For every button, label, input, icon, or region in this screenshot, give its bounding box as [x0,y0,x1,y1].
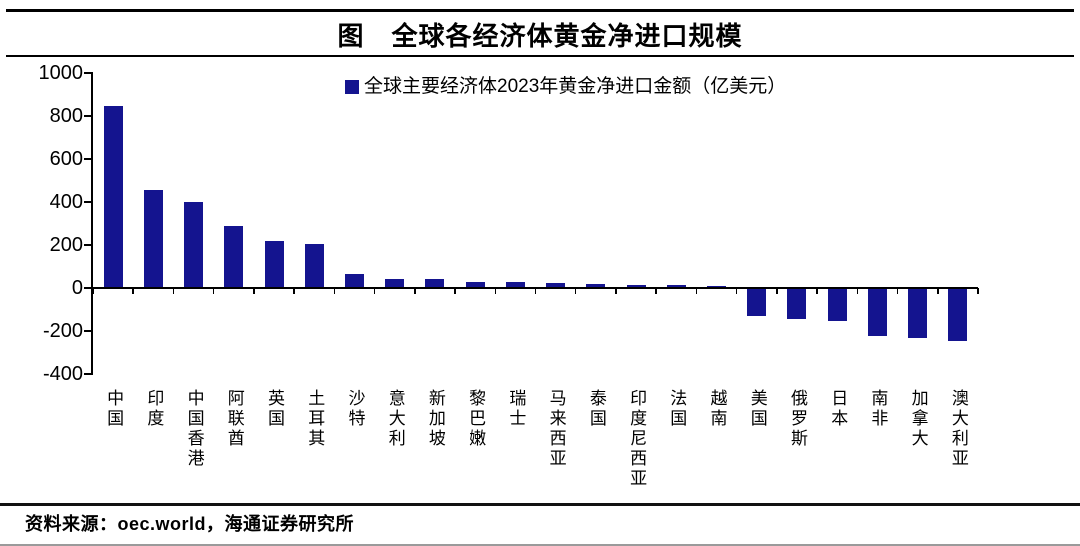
x-tick-label: 澳大利亚 [948,389,968,469]
x-tick-label: 中国 [104,389,124,429]
x-axis-line [93,287,978,289]
x-tick-label: 沙特 [345,389,365,429]
x-tick-label: 越南 [707,389,727,429]
x-tick-mark [735,288,738,294]
y-tick-mark [84,330,93,332]
bar [948,289,968,341]
y-tick-label: 1000 [38,62,84,84]
legend-label: 全球主要经济体2023年黄金净进口金额（亿美元） [364,76,787,97]
x-tick-mark [776,288,778,294]
bar [546,283,566,288]
y-tick-mark [84,72,93,74]
y-tick-mark [84,287,93,289]
x-tick-mark [333,288,336,294]
x-tick-mark [92,288,94,294]
bar [827,289,847,321]
bar [103,106,123,288]
y-tick-mark [84,373,93,375]
y-tick-mark [84,201,93,203]
y-axis-line [91,73,93,375]
x-tick-label: 新加坡 [425,389,445,449]
x-tick-label: 日本 [828,389,848,429]
y-tick-label: 400 [49,191,83,213]
bar [505,281,525,288]
bar [344,273,364,288]
x-tick-mark [615,288,617,294]
y-tick-label: -200 [42,320,83,342]
x-tick-mark [695,288,698,294]
y-tick-mark [84,158,93,160]
bar [184,202,204,288]
source-note: 资料来源：oec.world，海通证券研究所 [25,514,355,534]
bar [425,279,445,288]
bar [666,285,686,288]
x-tick-mark [574,288,577,294]
x-tick-label: 英国 [265,389,285,429]
x-tick-label: 印度 [144,389,164,429]
x-tick-label: 法国 [667,389,687,429]
bar [304,243,324,288]
y-tick-mark [84,244,93,246]
x-tick-mark [414,288,416,294]
x-tick-label: 泰国 [586,389,606,429]
x-tick-mark [494,288,497,294]
bar [747,289,767,317]
chart-title: 图 全球各经济体黄金净进口规模 [337,21,743,51]
x-tick-mark [856,288,859,294]
x-tick-mark [172,288,175,294]
y-tick-label: 0 [71,277,83,299]
x-tick-label: 美国 [747,389,767,429]
x-tick-mark [373,288,376,294]
x-tick-label: 加拿大 [908,389,928,449]
bar [626,284,646,288]
x-tick-label: 黎巴嫩 [466,389,486,449]
bar [224,225,244,288]
bar [586,284,606,288]
bar [264,241,284,288]
x-tick-mark [816,288,818,294]
x-tick-label: 中国香港 [184,389,204,469]
bar [385,278,405,288]
x-tick-label: 南非 [868,389,888,429]
footer-rule [0,503,1080,506]
bar [787,289,807,320]
x-tick-mark [454,288,456,294]
bottom-edge-rule [0,544,1080,546]
x-tick-mark [293,288,295,294]
x-tick-label: 瑞士 [506,389,526,429]
y-tick-label: 800 [49,105,83,127]
x-tick-mark [212,288,215,294]
y-tick-label: -400 [42,363,83,385]
x-tick-mark [977,288,979,294]
x-tick-mark [534,288,537,294]
legend: 全球主要经济体2023年黄金净进口金额（亿美元） [345,77,786,97]
x-tick-label: 马来西亚 [546,389,566,469]
bar [143,190,163,288]
x-tick-label: 俄罗斯 [787,389,807,449]
x-tick-mark [253,288,255,294]
x-tick-label: 阿联酋 [224,389,244,449]
y-tick-label: 200 [49,234,83,256]
x-tick-mark [896,288,899,294]
bar [908,289,928,339]
legend-swatch-icon [345,80,359,94]
title-underline-rule [6,55,1074,57]
x-tick-label: 印度尼西亚 [627,389,647,489]
top-rule [6,9,1074,12]
y-tick-label: 600 [49,148,83,170]
y-tick-mark [84,115,93,117]
bar [465,281,485,288]
bar [867,289,887,336]
x-tick-mark [132,288,134,294]
x-tick-label: 土耳其 [305,389,325,449]
x-tick-label: 意大利 [385,389,405,449]
x-tick-mark [937,288,939,294]
x-tick-mark [655,288,657,294]
